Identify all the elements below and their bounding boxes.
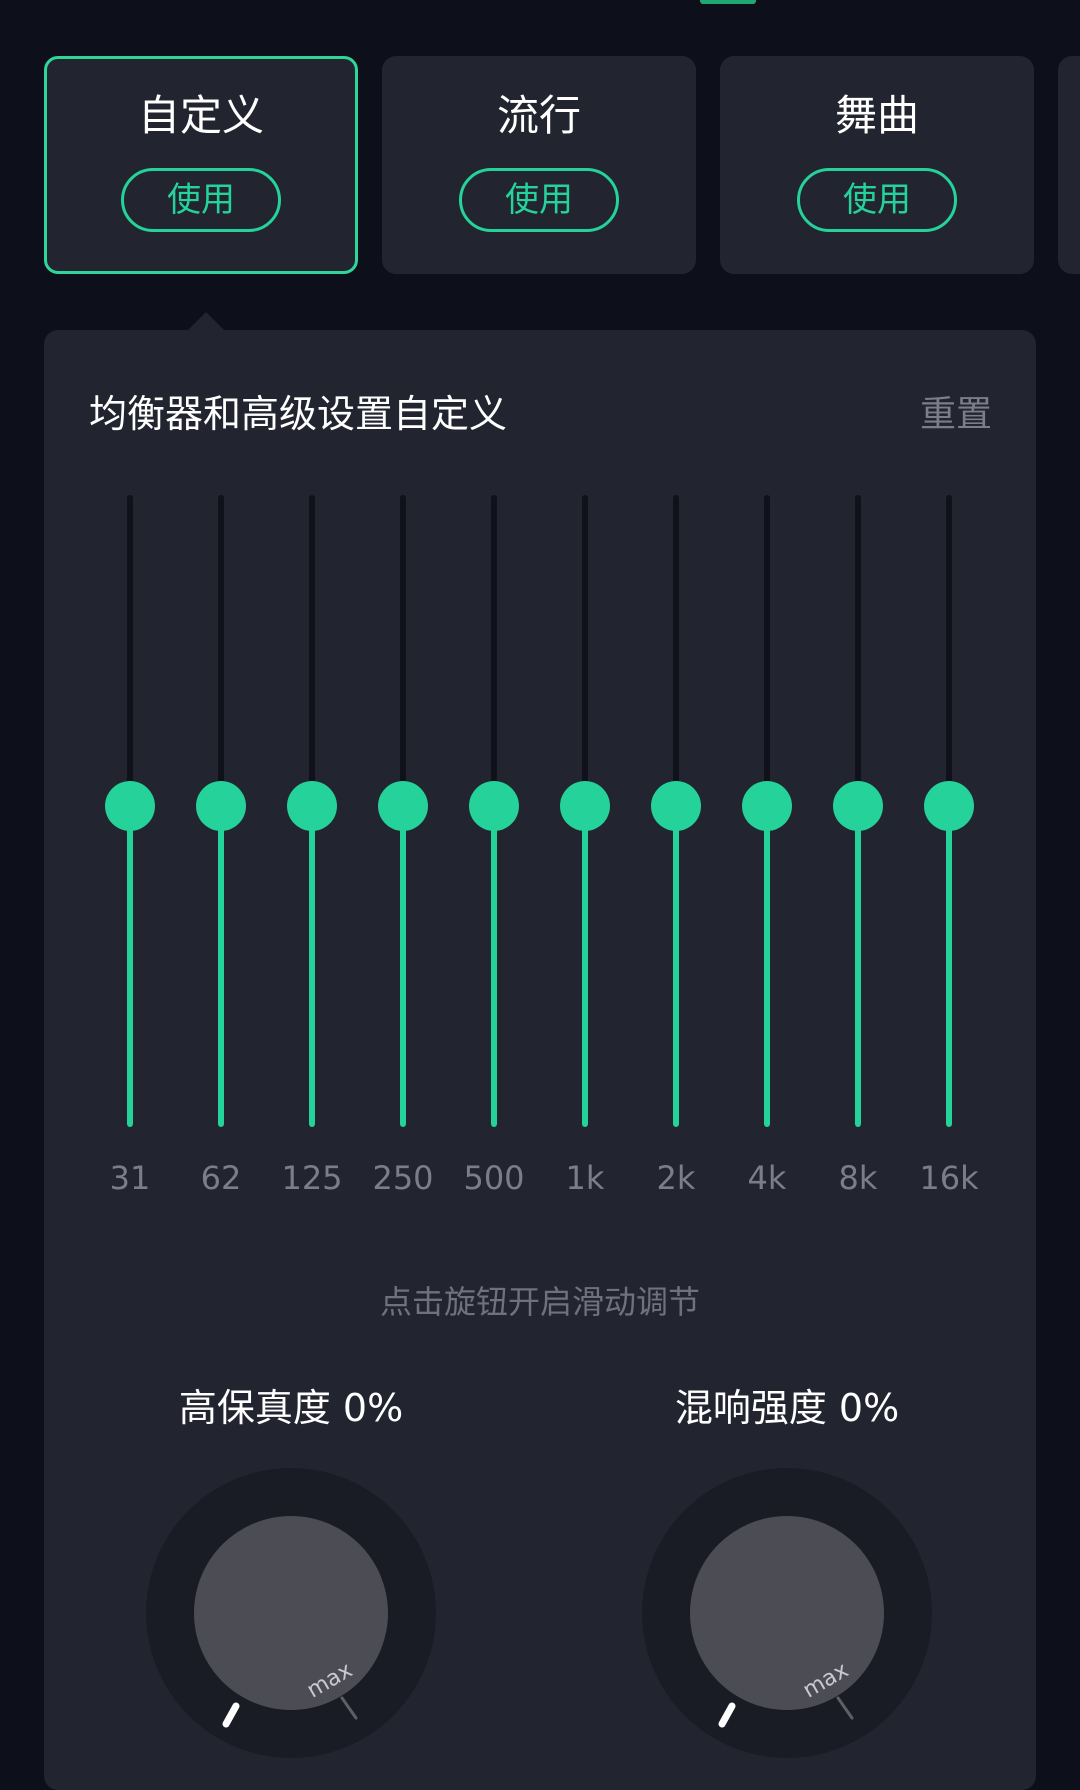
eq-band-1k[interactable]: 1k	[555, 330, 615, 1230]
fidelity-knob-marks: max	[222, 1658, 358, 1728]
reverb-knob[interactable]: max	[642, 1468, 932, 1758]
eq-slider-track[interactable]	[491, 495, 497, 806]
eq-band-label: 2k	[656, 1159, 696, 1197]
eq-slider-track[interactable]	[582, 495, 588, 806]
use-button[interactable]: 使用	[121, 168, 281, 232]
eq-band-label: 4k	[747, 1159, 787, 1197]
max-label: max	[303, 1658, 357, 1704]
eq-slider-fill[interactable]	[218, 806, 224, 1127]
eq-band-2k[interactable]: 2k	[646, 330, 706, 1230]
reverb-knob-dial	[690, 1516, 884, 1710]
fidelity-knob[interactable]: max	[146, 1468, 436, 1758]
eq-band-label: 8k	[838, 1159, 878, 1197]
eq-band-label: 125	[281, 1159, 343, 1197]
eq-slider-track[interactable]	[309, 495, 315, 806]
knob-hint-text: 点击旋钮开启滑动调节	[379, 1283, 700, 1321]
eq-slider-fill[interactable]	[582, 806, 588, 1127]
fidelity-title: 高保真度 0%	[178, 1386, 404, 1430]
max-indicator-mark	[836, 1696, 854, 1720]
eq-slider-handle[interactable]	[833, 781, 883, 831]
eq-slider-handle[interactable]	[469, 781, 519, 831]
eq-band-62[interactable]: 62	[191, 330, 251, 1230]
preset-title: 流行	[496, 91, 581, 140]
eq-band-500[interactable]: 500	[463, 330, 525, 1230]
eq-slider-fill[interactable]	[764, 806, 770, 1127]
eq-band-4k[interactable]: 4k	[737, 330, 797, 1230]
reset-button[interactable]: 重置	[919, 394, 992, 435]
use-button[interactable]: 使用	[797, 168, 957, 232]
eq-slider-track[interactable]	[764, 495, 770, 806]
preset-card-pop[interactable]: 流行 使用	[382, 56, 696, 274]
eq-band-label: 31	[109, 1159, 151, 1197]
eq-slider-handle[interactable]	[560, 781, 610, 831]
preset-list: 自定义 使用 流行 使用 舞曲 使用	[0, 0, 1080, 300]
eq-slider-fill[interactable]	[309, 806, 315, 1127]
eq-slider-track[interactable]	[127, 495, 133, 806]
min-indicator-mark	[718, 1702, 736, 1728]
preset-card-custom[interactable]: 自定义 使用	[44, 56, 358, 274]
eq-slider-fill[interactable]	[127, 806, 133, 1127]
eq-band-8k[interactable]: 8k	[828, 330, 888, 1230]
eq-slider-track[interactable]	[946, 495, 952, 806]
max-indicator-mark	[340, 1696, 358, 1720]
max-label: max	[799, 1658, 853, 1704]
eq-slider-handle[interactable]	[742, 781, 792, 831]
reverb-title: 混响强度 0%	[674, 1386, 900, 1430]
eq-band-label: 1k	[565, 1159, 605, 1197]
min-indicator-mark	[222, 1702, 240, 1728]
eq-slider-handle[interactable]	[105, 781, 155, 831]
equalizer-bands: 31 62 125 250 500 1k 2k 4k 8k 16k	[44, 330, 1036, 1230]
equalizer-panel: 均衡器和高级设置自定义 重置 31 62 125 250 500 1k 2k 4k 8k 16k …	[44, 330, 1036, 1790]
eq-slider-handle[interactable]	[287, 781, 337, 831]
eq-slider-fill[interactable]	[491, 806, 497, 1127]
use-button[interactable]: 使用	[459, 168, 619, 232]
eq-band-31[interactable]: 31	[100, 330, 160, 1230]
reverb-knob-marks: max	[718, 1658, 854, 1728]
eq-slider-fill[interactable]	[855, 806, 861, 1127]
eq-band-label: 62	[200, 1159, 242, 1197]
eq-slider-track[interactable]	[400, 495, 406, 806]
top-tab-indicator	[700, 0, 756, 4]
eq-band-label: 500	[463, 1159, 525, 1197]
eq-band-16k[interactable]: 16k	[919, 330, 979, 1230]
eq-slider-fill[interactable]	[673, 806, 679, 1127]
eq-slider-handle[interactable]	[651, 781, 701, 831]
eq-slider-handle[interactable]	[924, 781, 974, 831]
panel-title: 均衡器和高级设置自定义	[89, 392, 508, 436]
eq-band-125[interactable]: 125	[281, 330, 343, 1230]
eq-band-label: 250	[372, 1159, 434, 1197]
preset-title: 自定义	[137, 91, 264, 140]
fidelity-knob-dial	[194, 1516, 388, 1710]
eq-slider-track[interactable]	[855, 495, 861, 806]
eq-slider-fill[interactable]	[946, 806, 952, 1127]
eq-slider-track[interactable]	[218, 495, 224, 806]
eq-band-250[interactable]: 250	[372, 330, 434, 1230]
eq-slider-handle[interactable]	[378, 781, 428, 831]
panel-pointer	[188, 312, 224, 330]
preset-card-dance[interactable]: 舞曲 使用	[720, 56, 1034, 274]
eq-band-label: 16k	[919, 1159, 979, 1197]
eq-slider-handle[interactable]	[196, 781, 246, 831]
preset-title: 舞曲	[834, 91, 919, 140]
preset-card-next[interactable]	[1058, 56, 1080, 274]
eq-slider-fill[interactable]	[400, 806, 406, 1127]
eq-slider-track[interactable]	[673, 495, 679, 806]
